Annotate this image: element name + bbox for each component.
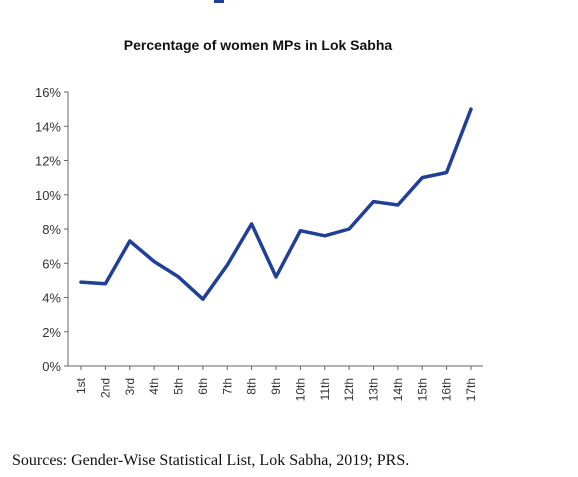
chart-axes — [64, 91, 483, 370]
source-note: Sources: Gender-Wise Statistical List, L… — [12, 452, 410, 469]
x-tick-label: 7th — [220, 378, 234, 395]
y-tick-label: 2% — [42, 325, 61, 340]
x-tick-label: 4th — [147, 378, 161, 395]
x-tick-label: 15th — [415, 378, 429, 401]
x-tick-label: 17th — [464, 378, 478, 401]
x-tick-label: 11th — [318, 378, 332, 400]
x-tick-label: 12th — [342, 378, 356, 401]
x-tick-label: 14th — [391, 378, 405, 401]
top-accent-mark — [214, 0, 224, 3]
y-tick-label: 12% — [35, 154, 61, 169]
series-line — [79, 107, 473, 301]
y-tick-label: 10% — [35, 188, 61, 203]
x-tick-label: 9th — [269, 378, 283, 395]
x-tick-label: 13th — [367, 378, 381, 401]
x-tick-label: 2nd — [98, 378, 112, 398]
line-chart: Percentage of women MPs in Lok Sabha 0% 2… — [35, 37, 483, 401]
x-tick-label: 16th — [440, 378, 454, 401]
y-tick-label: 6% — [42, 256, 61, 271]
y-tick-label: 14% — [35, 119, 61, 134]
x-tick-label: 10th — [293, 378, 307, 401]
x-tick-label: 1st — [74, 377, 88, 394]
x-tick-label: 6th — [196, 378, 210, 395]
x-tick-label: 5th — [172, 378, 186, 395]
x-tick-label: 8th — [245, 378, 259, 395]
y-tick-label: 8% — [42, 222, 61, 237]
x-tick-label: 3rd — [123, 378, 137, 395]
chart-tick-labels: 0% 2% 4% 6% 8% 10% 12% 14% 16% 1st 2nd 3rd 4th 5th 6th… — [35, 85, 478, 401]
y-tick-label: 0% — [42, 359, 61, 374]
chart-title: Percentage of women MPs in Lok Sabha — [124, 37, 393, 53]
y-tick-label: 16% — [35, 85, 61, 100]
chart-series — [79, 107, 473, 301]
chart-svg: Percentage of women MPs in Lok Sabha 0% 2… — [35, 37, 483, 401]
y-tick-label: 4% — [42, 291, 61, 306]
